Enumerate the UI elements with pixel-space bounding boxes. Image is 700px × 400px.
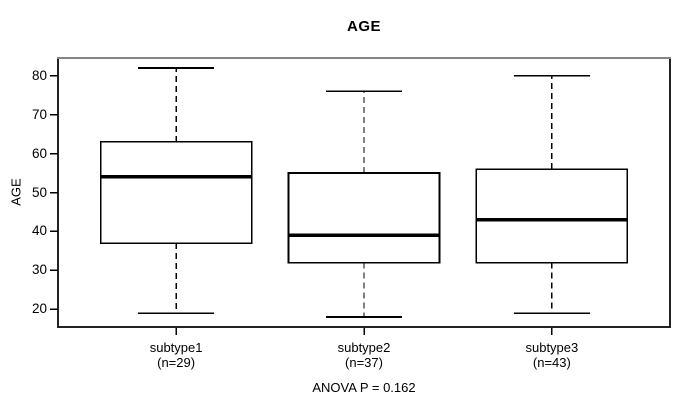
y-tick-label: 30 <box>31 262 47 278</box>
group-label-subtype3: subtype3 (n=43) <box>477 340 627 370</box>
y-tick-label: 40 <box>31 223 47 239</box>
y-tick-label: 80 <box>31 67 47 83</box>
group-n-count: (n=29) <box>157 355 196 370</box>
group-name: subtype3 <box>525 340 579 355</box>
chart-title: AGE <box>346 18 381 35</box>
group-name: subtype1 <box>149 340 203 355</box>
group-n-count: (n=37) <box>345 355 383 370</box>
y-tick-label: 20 <box>31 301 47 317</box>
y-tick-label: 60 <box>31 145 47 161</box>
box-rect-subtype1 <box>99 141 253 244</box>
y-tick-label: 50 <box>31 184 47 200</box>
group-label-subtype2: subtype2 (n=37) <box>289 340 439 370</box>
group-name: subtype2 <box>337 340 391 355</box>
anova-footnote: ANOVA P = 0.162 <box>312 380 416 395</box>
group-n-count: (n=43) <box>532 355 571 370</box>
y-tick-label: 70 <box>31 106 47 122</box>
box-rect-subtype2 <box>287 172 441 264</box>
box-rect-subtype3 <box>475 168 629 264</box>
group-label-subtype1: subtype1 (n=29) <box>101 340 251 370</box>
